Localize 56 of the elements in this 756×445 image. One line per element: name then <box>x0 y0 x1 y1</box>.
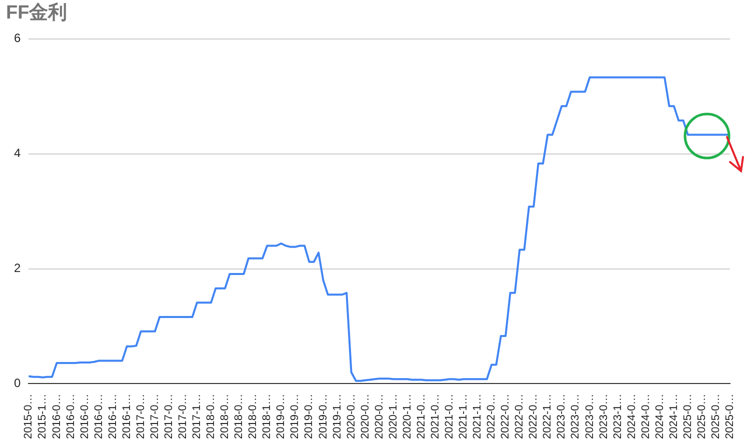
x-tick-label: 2024-0… <box>640 394 652 440</box>
x-tick-label: 2025-0… <box>696 394 708 440</box>
x-tick-label: 2015-0… <box>22 394 35 440</box>
x-tick-label: 2018-0… <box>247 394 260 440</box>
x-tick-label: 2021-0… <box>444 394 456 440</box>
x-tick-label: 2016-0… <box>92 394 105 440</box>
x-tick-label: 2020-1… <box>387 394 400 440</box>
x-tick-label: 2022-0… <box>500 394 512 440</box>
x-tick-label: 2023-0… <box>598 394 610 440</box>
x-tick-label: 2017-1… <box>191 394 204 440</box>
x-tick-label: 2018-0… <box>205 394 218 440</box>
x-tick-label: 2016-1… <box>106 394 119 440</box>
x-tick-label: 2018-0… <box>233 394 246 440</box>
x-tick-label: 2018-1… <box>261 394 274 440</box>
x-tick-label: 2016-1… <box>120 394 133 440</box>
x-tick-label: 2021-0… <box>429 394 442 440</box>
x-tick-label: 2020-1… <box>401 394 414 440</box>
chart-title: FF金利 <box>6 2 68 24</box>
x-tick-label: 2021-0… <box>415 394 428 440</box>
x-tick-label: 2024-0… <box>654 394 666 440</box>
x-tick-label: 2024-1… <box>668 394 680 440</box>
x-tick-label: 2022-0… <box>514 394 526 440</box>
x-tick-label: 2018-0… <box>219 394 232 440</box>
x-tick-label: 2025-0… <box>724 394 736 440</box>
x-tick-label: 2022-1… <box>542 394 554 440</box>
x-tick-label: 2021-1… <box>458 394 470 440</box>
x-tick-label: 2020-0… <box>345 394 358 440</box>
x-tick-label: 2019-0… <box>275 394 288 440</box>
x-tick-label: 2019-0… <box>317 394 330 440</box>
x-tick-label: 2019-0… <box>303 394 316 440</box>
x-tick-label: 2025-0… <box>710 394 722 440</box>
x-tick-label: 2016-0… <box>64 394 77 440</box>
x-tick-label: 2017-0… <box>148 394 161 440</box>
y-tick-label: 2 <box>14 261 21 276</box>
x-tick-label: 2024-0… <box>626 394 638 440</box>
x-tick-label: 2017-0… <box>176 394 189 440</box>
x-tick-label: 2021-1… <box>472 394 484 440</box>
x-tick-label: 2022-0… <box>486 394 498 440</box>
x-tick-label: 2023-0… <box>556 394 568 440</box>
y-tick-label: 0 <box>14 376 21 390</box>
x-tick-label: 2020-0… <box>359 394 372 440</box>
x-tick-label: 2023-0… <box>584 394 596 440</box>
y-tick-label: 6 <box>14 31 21 46</box>
x-tick-label: 2019-0… <box>289 394 302 440</box>
x-tick-label: 2017-0… <box>162 394 175 440</box>
x-tick-label: 2023-1… <box>612 394 624 440</box>
x-tick-label: 2019-1… <box>331 394 344 440</box>
x-tick-label: 2015-1… <box>36 394 49 440</box>
x-tick-label: 2020-0… <box>373 394 386 440</box>
x-tick-label: 2022-0… <box>528 394 540 440</box>
x-tick-label: 2025-0… <box>682 394 694 440</box>
x-tick-label: 2023-0… <box>570 394 582 440</box>
x-tick-label: 2016-0… <box>50 394 63 440</box>
x-tick-label: 2017-0… <box>134 394 147 440</box>
x-tick-label: 2016-0… <box>78 394 91 440</box>
y-tick-label: 4 <box>14 146 21 160</box>
